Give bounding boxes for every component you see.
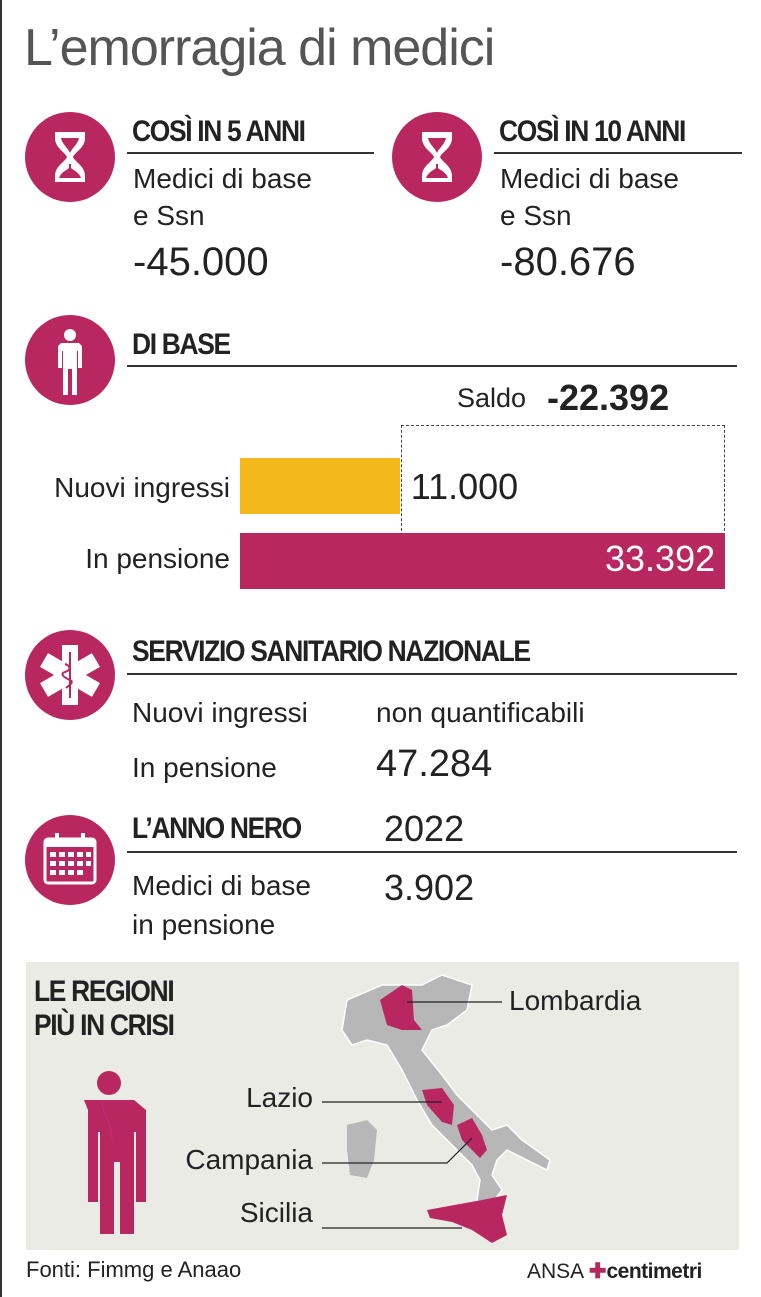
sardinia	[347, 1120, 377, 1178]
map-label-lombardia: Lombardia	[509, 985, 642, 1016]
row-value: 47.284	[376, 743, 493, 785]
value: 3.902	[384, 867, 475, 908]
label: in pensione	[132, 909, 276, 940]
section-header: SERVIZIO SANITARIO NAZIONALE	[132, 635, 531, 668]
section-header: COSÌ IN 5 ANNI	[132, 115, 306, 148]
section-header: L’ANNO NERO	[132, 812, 302, 845]
bar-label: In pensione	[85, 543, 230, 574]
bar-label: Nuovi ingressi	[54, 472, 230, 503]
label: e Ssn	[500, 200, 572, 231]
bar-in-pensione	[240, 533, 725, 589]
region-sicilia	[427, 1195, 507, 1243]
ansa-logo: ANSA ✚centimetri	[527, 1260, 702, 1283]
hourglass-icon	[392, 112, 482, 202]
hourglass-icon	[25, 112, 115, 202]
row-label: In pensione	[132, 752, 277, 783]
page-title: L’emorragia di medici	[24, 19, 495, 77]
region-lazio	[422, 1088, 454, 1125]
map-label-lazio: Lazio	[246, 1082, 313, 1113]
bar-value-label: 33.392	[605, 538, 716, 579]
label: Medici di base	[500, 163, 679, 194]
star-of-life-icon	[25, 630, 115, 720]
section-header: COSÌ IN 10 ANNI	[499, 115, 686, 148]
region-lombardia	[380, 985, 422, 1030]
calendar-icon	[25, 815, 115, 905]
value: -45.000	[133, 240, 269, 284]
value: -80.676	[500, 240, 636, 284]
label: Medici di base	[133, 163, 312, 194]
section-header: DI BASE	[132, 328, 231, 361]
doctor-icon	[25, 315, 115, 405]
year: 2022	[384, 808, 465, 849]
italy-mainland	[341, 974, 551, 1212]
section-header: LE REGIONI PIÙ IN CRISI	[34, 975, 175, 1042]
saldo-value: -22.392	[547, 377, 670, 418]
saldo-label: Saldo	[457, 383, 527, 413]
row-value: non quantificabili	[376, 697, 585, 728]
source-note: Fonti: Fimmg e Anaao	[26, 1257, 242, 1282]
bar-value-label: 11.000	[410, 466, 519, 507]
label: Medici di base	[132, 870, 311, 901]
map-label-sicilia: Sicilia	[239, 1197, 313, 1228]
doctor-figure-icon	[84, 1071, 146, 1234]
map-label-campania: Campania	[185, 1144, 313, 1175]
bar-nuovi-ingressi	[240, 458, 400, 514]
label: e Ssn	[133, 200, 205, 231]
row-label: Nuovi ingressi	[132, 697, 308, 728]
